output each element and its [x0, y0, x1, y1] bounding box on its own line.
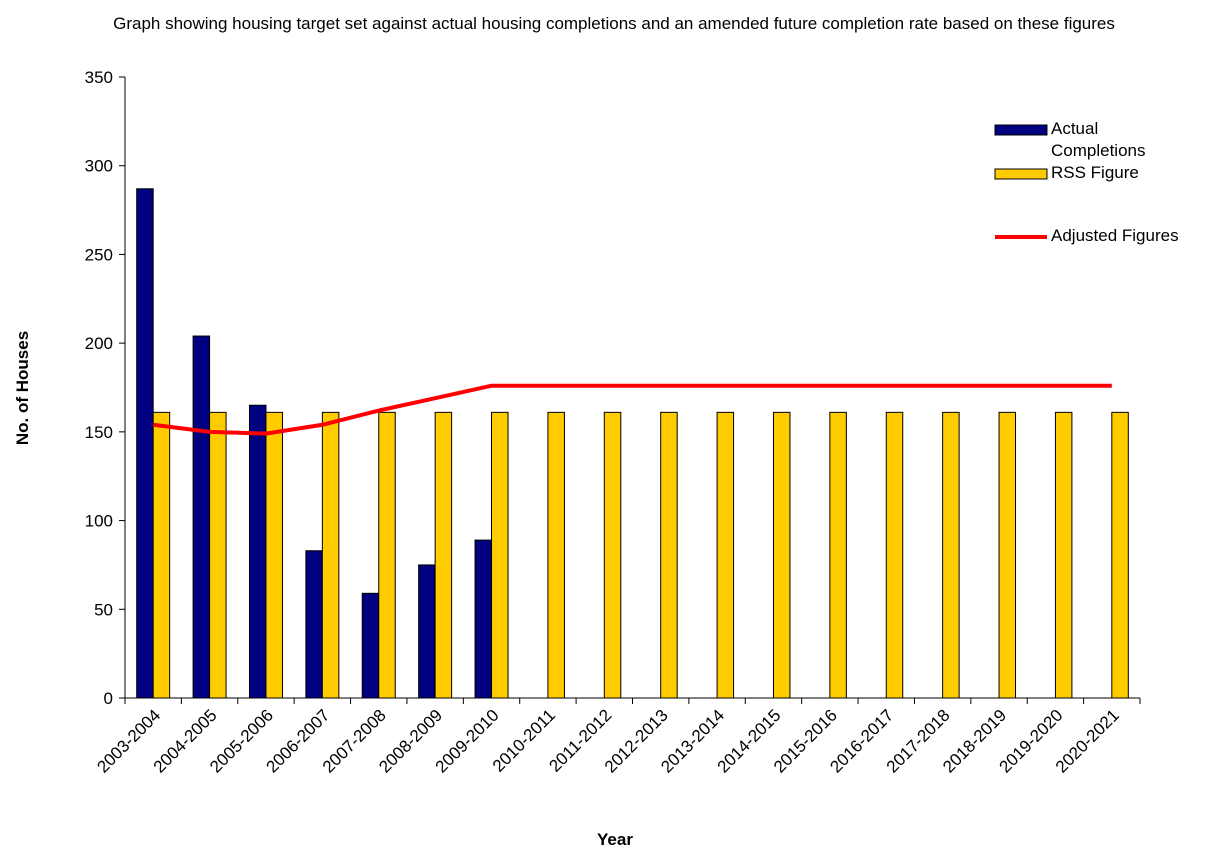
legend-swatch: [994, 124, 1048, 136]
chart-title: Graph showing housing target set against…: [113, 14, 1115, 33]
bar: [321, 411, 340, 699]
y-tick-label: 150: [85, 423, 113, 442]
bar: [772, 411, 791, 699]
y-axis-title: No. of Houses: [13, 331, 32, 445]
bar: [660, 411, 678, 699]
legend-label: Adjusted Figures: [1051, 226, 1179, 245]
bar: [305, 550, 323, 699]
legend-label: RSS Figure: [1051, 163, 1139, 182]
y-tick-label: 200: [85, 334, 113, 353]
bar: [418, 564, 436, 699]
bar: [491, 411, 509, 699]
bar: [474, 539, 493, 699]
bar: [829, 411, 847, 699]
bar: [152, 411, 171, 699]
bar: [192, 335, 211, 699]
y-tick-label: 250: [85, 245, 113, 264]
bar: [1111, 411, 1129, 699]
bar: [942, 411, 960, 699]
y-tick-label: 0: [104, 689, 113, 708]
bar: [265, 411, 283, 699]
bar: [998, 411, 1017, 699]
bar: [248, 404, 267, 699]
bar: [1054, 411, 1073, 699]
bar: [547, 411, 565, 699]
y-tick-label: 350: [85, 68, 113, 87]
y-tick-label: 100: [85, 512, 113, 531]
y-tick-label: 50: [94, 600, 113, 619]
y-tick-label: 300: [85, 157, 113, 176]
bar: [885, 411, 904, 699]
bar: [209, 411, 227, 699]
bar: [434, 411, 453, 699]
bar: [361, 592, 380, 699]
legend-label: Actual Completions: [1051, 119, 1146, 160]
legend-swatch: [994, 168, 1048, 180]
bar: [716, 411, 735, 699]
x-axis-title: Year: [597, 830, 633, 849]
bar: [603, 411, 622, 699]
bar: [136, 188, 154, 699]
bar: [378, 411, 396, 699]
line: [152, 383, 1112, 436]
